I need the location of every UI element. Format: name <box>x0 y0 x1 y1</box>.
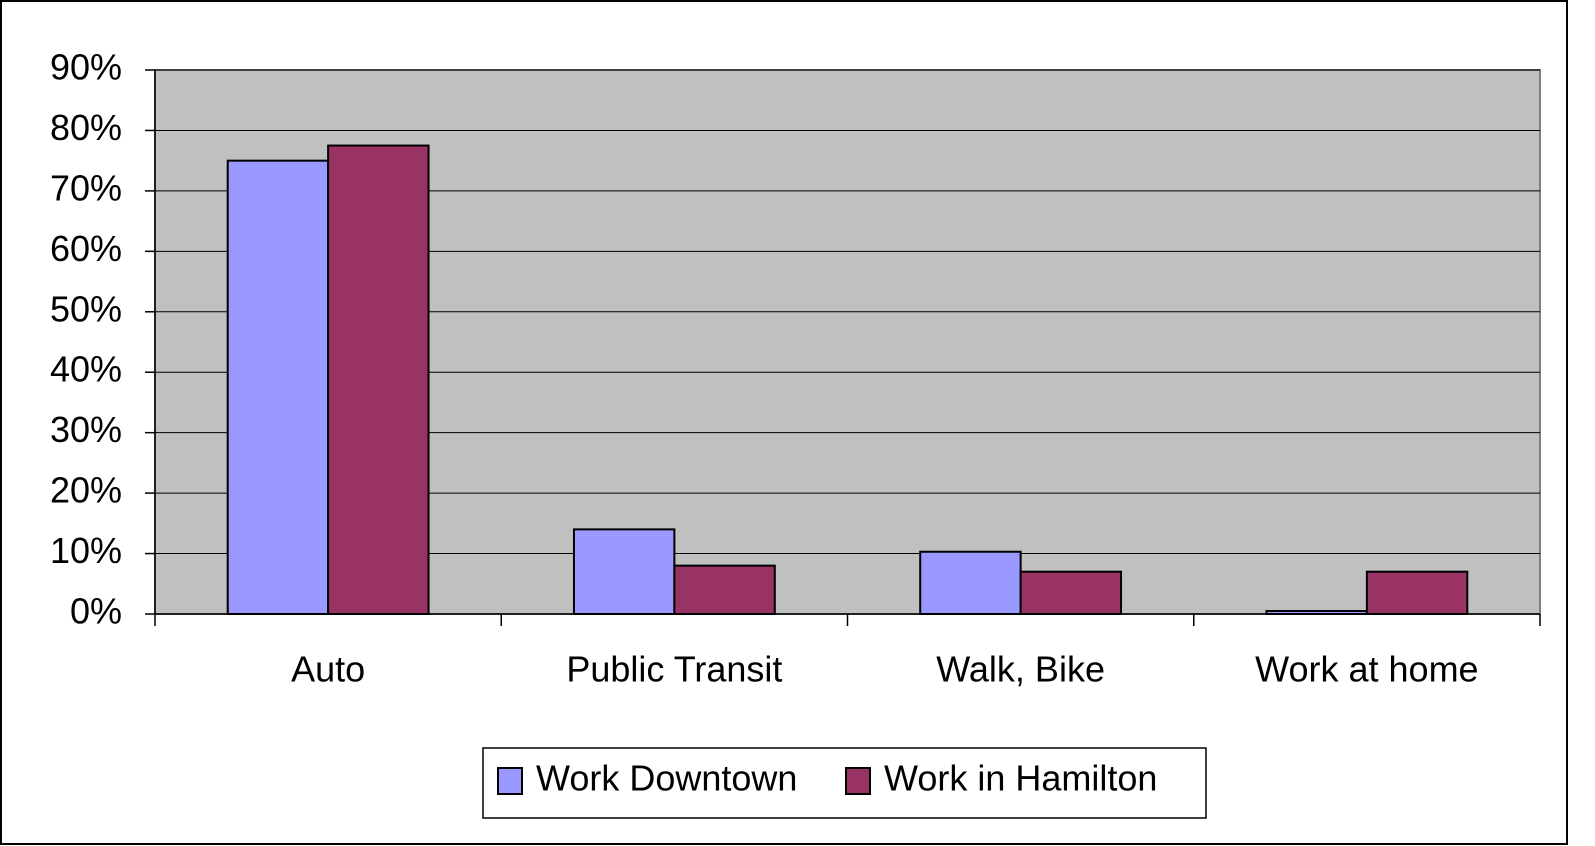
y-tick-label: 80% <box>50 107 122 148</box>
x-tick-label: Auto <box>291 649 365 690</box>
bar <box>1365 570 1469 616</box>
legend-box <box>482 747 1207 819</box>
bar <box>673 564 776 616</box>
bar <box>1265 609 1368 616</box>
x-tick-label: Public Transit <box>566 649 782 690</box>
legend-swatch <box>845 767 871 795</box>
legend-swatch <box>497 767 523 795</box>
legend-label: Work in Hamilton <box>884 758 1157 799</box>
bar <box>572 528 676 616</box>
x-tick-label: Work at home <box>1255 649 1478 690</box>
y-tick-label: 10% <box>50 530 122 571</box>
y-tick-label: 90% <box>50 47 122 88</box>
y-tick-label: 50% <box>50 288 122 329</box>
bar <box>327 144 430 616</box>
bar <box>919 550 1022 616</box>
bar <box>1019 570 1123 616</box>
legend-label: Work Downtown <box>536 758 797 799</box>
y-tick-label: 30% <box>50 409 122 450</box>
bar <box>226 159 330 616</box>
y-tick-label: 40% <box>50 349 122 390</box>
y-tick-label: 20% <box>50 470 122 511</box>
x-tick-label: Walk, Bike <box>936 649 1105 690</box>
y-tick-label: 70% <box>50 167 122 208</box>
y-tick-label: 60% <box>50 228 122 269</box>
y-tick-label: 0% <box>70 591 122 632</box>
